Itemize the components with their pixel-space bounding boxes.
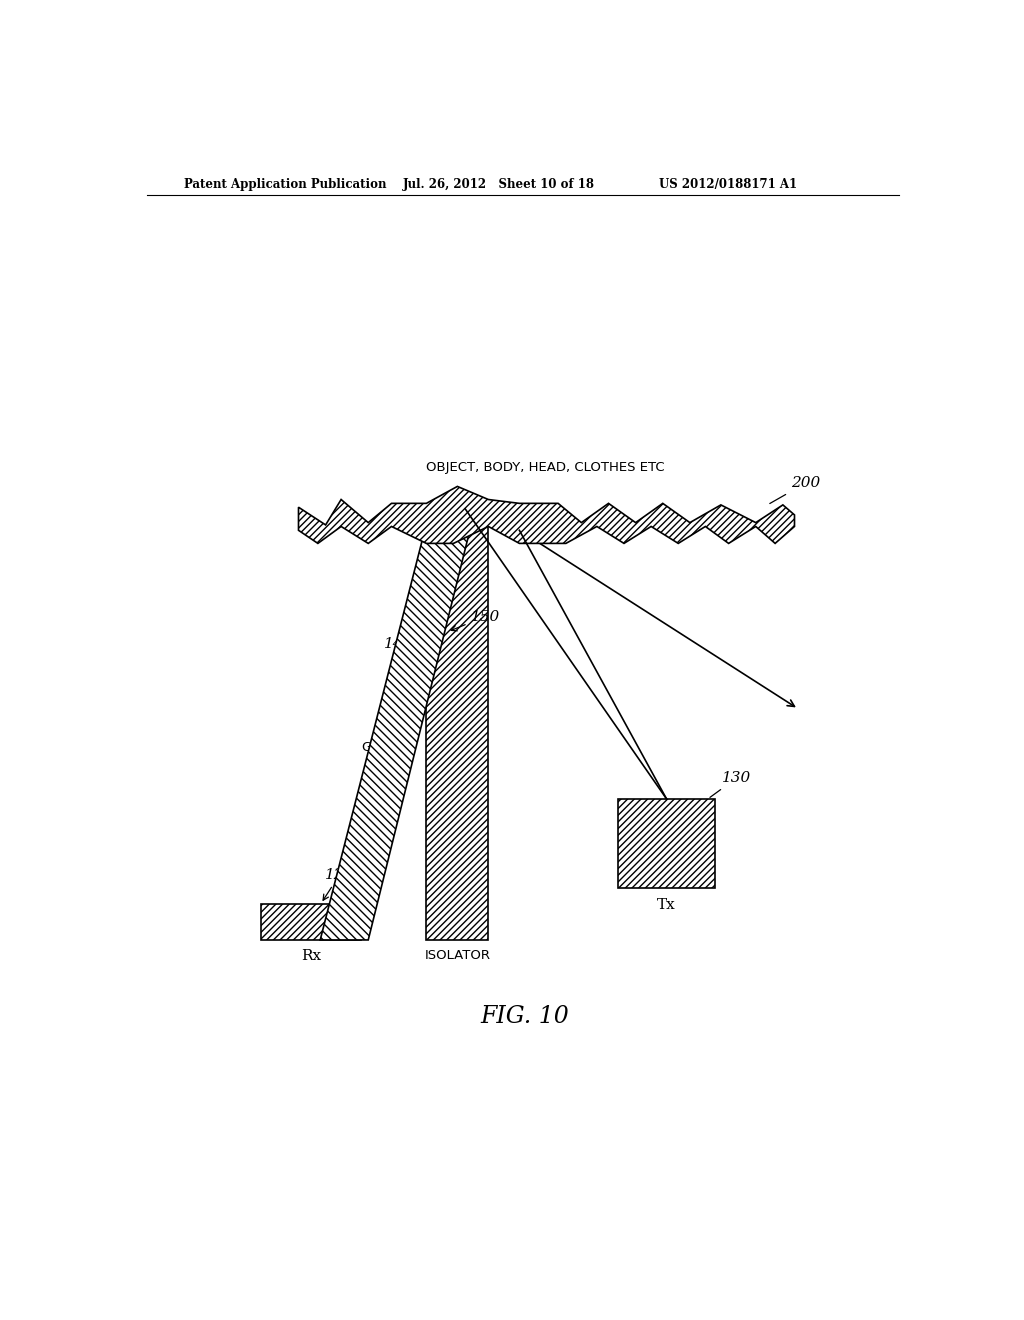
Text: 120: 120 xyxy=(324,869,354,900)
Text: Rx: Rx xyxy=(301,949,321,964)
Text: US 2012/0188171 A1: US 2012/0188171 A1 xyxy=(658,178,797,190)
Bar xyxy=(617,799,716,888)
Text: FIG. 10: FIG. 10 xyxy=(480,1006,569,1028)
Text: Tx: Tx xyxy=(657,898,676,912)
Text: Patent Application Publication: Patent Application Publication xyxy=(183,178,386,190)
Text: GUIDE: GUIDE xyxy=(361,741,403,754)
Text: OBJECT, BODY, HEAD, CLOTHES ETC: OBJECT, BODY, HEAD, CLOTHES ETC xyxy=(426,461,665,474)
Text: ISOLATOR: ISOLATOR xyxy=(424,949,490,962)
Text: 130: 130 xyxy=(710,771,751,797)
Bar xyxy=(261,904,360,940)
Text: 150: 150 xyxy=(452,610,500,631)
Bar xyxy=(426,508,488,940)
Polygon shape xyxy=(321,508,475,940)
Polygon shape xyxy=(299,487,795,544)
Text: Jul. 26, 2012   Sheet 10 of 18: Jul. 26, 2012 Sheet 10 of 18 xyxy=(403,178,595,190)
Bar xyxy=(426,508,488,940)
Text: 200: 200 xyxy=(770,477,820,503)
Text: 140: 140 xyxy=(384,636,414,651)
Bar xyxy=(261,904,360,940)
Bar xyxy=(617,799,716,888)
